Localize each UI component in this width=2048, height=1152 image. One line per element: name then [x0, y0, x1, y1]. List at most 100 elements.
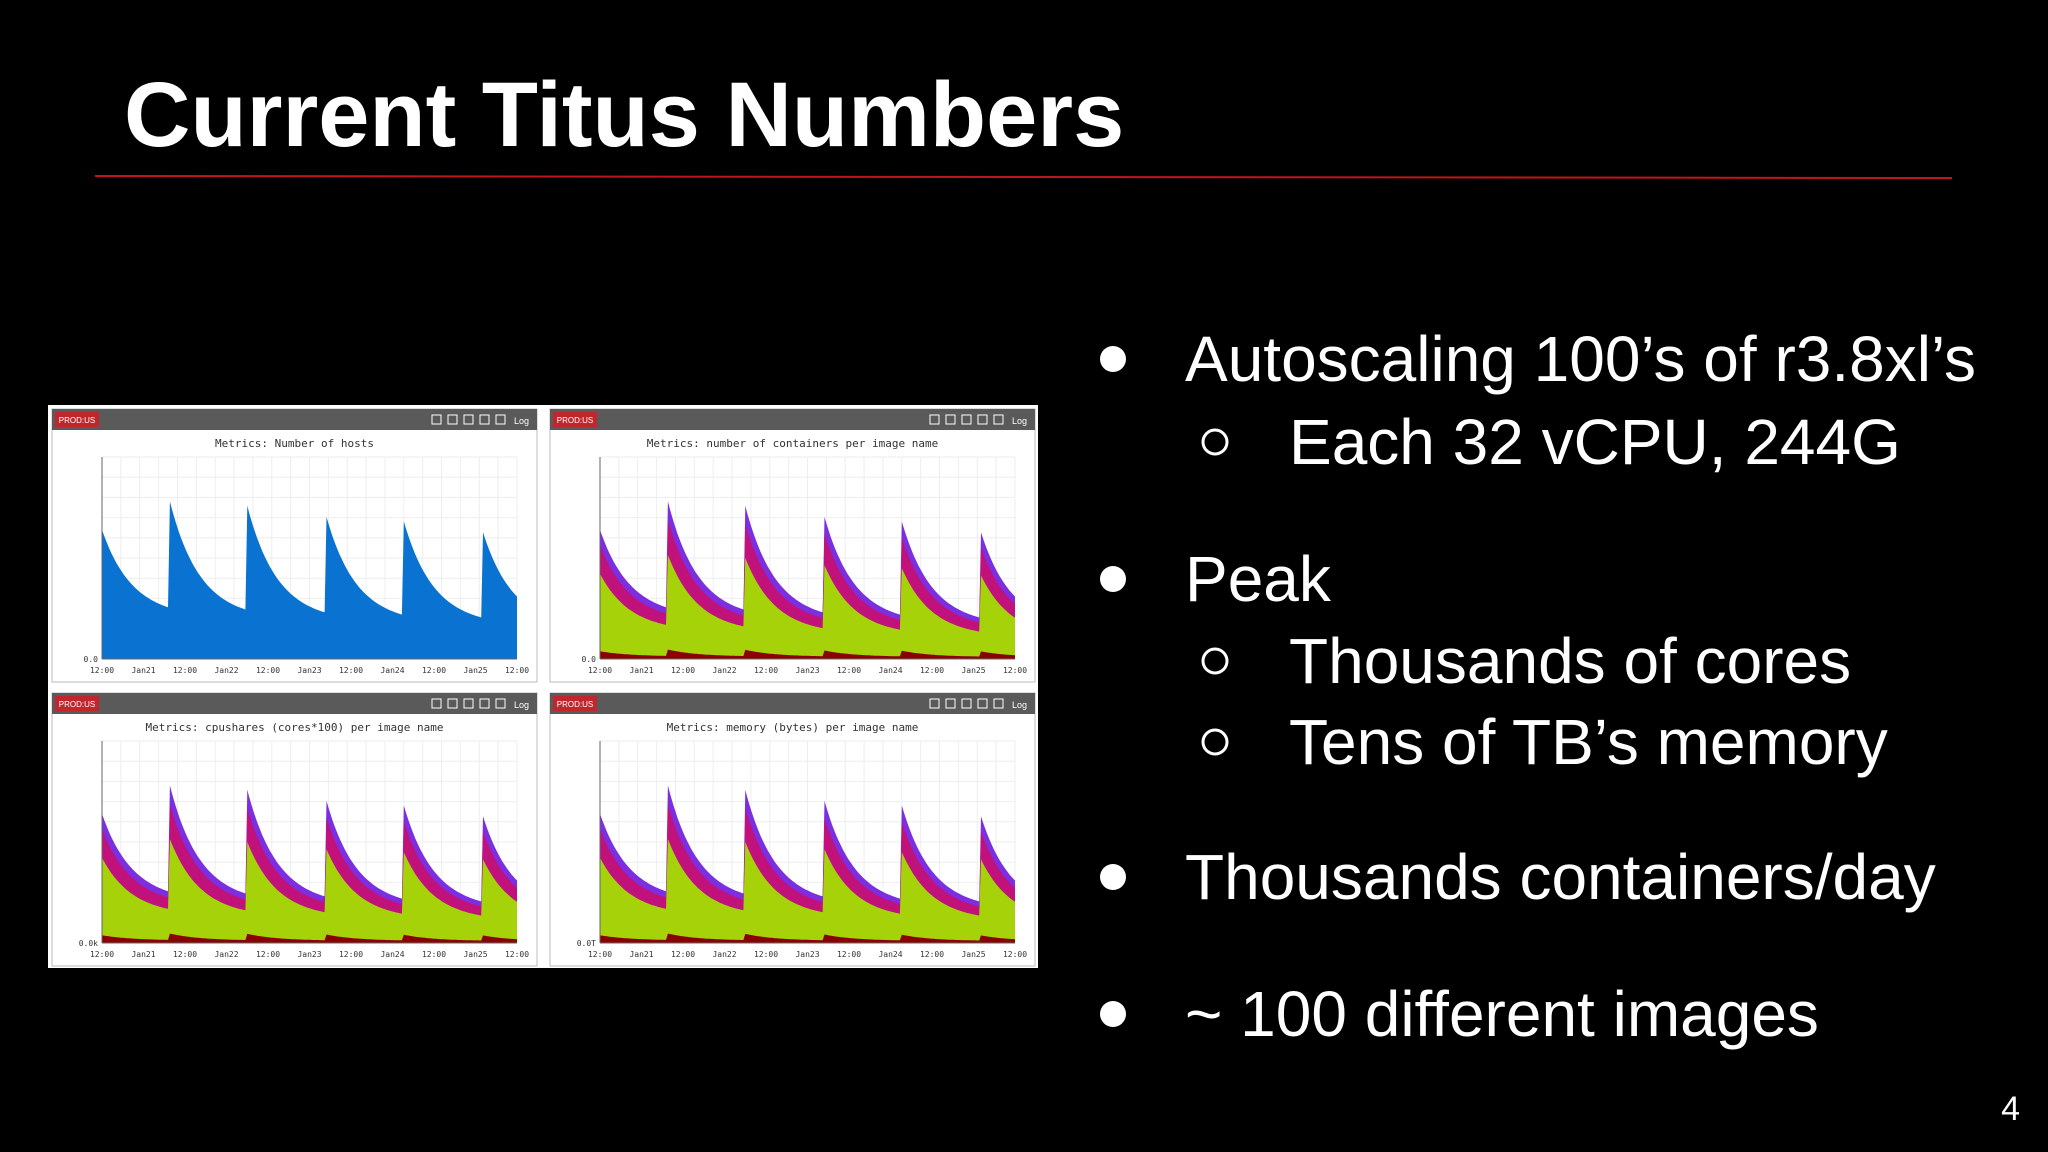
log-toggle: Log: [514, 416, 529, 426]
sub-bullet-text: Tens of TB’s memory: [1289, 706, 1888, 778]
badge-bg: [55, 412, 99, 427]
log-toggle: Log: [514, 700, 529, 710]
log-toggle: Log: [1012, 700, 1027, 710]
bullet-dot: [1100, 864, 1126, 890]
x-tick-label: Jan25: [961, 950, 985, 959]
x-tick-label: Jan22: [712, 666, 736, 675]
x-tick-label: 12:00: [671, 666, 695, 675]
header-icon: [993, 698, 1004, 709]
x-tick-label: Jan21: [131, 666, 155, 675]
header-icon: [431, 698, 442, 709]
header-icon: [945, 414, 956, 425]
x-tick-label: 12:00: [256, 950, 280, 959]
header-icon: [993, 414, 1004, 425]
header-icon: [447, 414, 458, 425]
area-decoration: [102, 839, 517, 943]
x-tick-label: 12:00: [588, 666, 612, 675]
x-tick-label: Jan25: [463, 950, 487, 959]
bullet-dot: [1100, 1001, 1126, 1027]
y-tick-label: 0.0: [84, 655, 99, 664]
x-tick-label: 12:00: [173, 950, 197, 959]
header-icon: [447, 698, 458, 709]
x-tick-label: 12:00: [505, 666, 529, 675]
x-tick-label: 12:00: [837, 666, 861, 675]
x-tick-label: 12:00: [422, 950, 446, 959]
x-tick-label: Jan24: [878, 950, 902, 959]
panel-header: [52, 409, 537, 430]
y-tick-label: 0.0: [582, 655, 597, 664]
x-tick-label: 12:00: [754, 666, 778, 675]
area-decoration: [600, 933, 1015, 943]
header-icon: [463, 414, 474, 425]
badge-bg: [553, 696, 597, 711]
x-tick-label: 12:00: [90, 666, 114, 675]
bullet-text: ~ 100 different images: [1185, 978, 1819, 1050]
x-tick-label: 12:00: [339, 950, 363, 959]
x-tick-label: 12:00: [339, 666, 363, 675]
x-tick-label: Jan21: [629, 950, 653, 959]
panel-header: [52, 693, 537, 714]
bullet-dot: [1100, 566, 1126, 592]
x-tick-label: Jan21: [131, 950, 155, 959]
header-icon: [495, 414, 506, 425]
sub-bullet-text: Thousands of cores: [1289, 625, 1851, 697]
header-icon: [945, 698, 956, 709]
panel-header: [550, 693, 1035, 714]
header-icon: [929, 698, 940, 709]
x-tick-label: Jan23: [297, 950, 321, 959]
sub-bullet-text: Each 32 vCPU, 244G: [1289, 406, 1901, 478]
header-icon: [463, 698, 474, 709]
metrics-panel: PROD:US Log Metrics: number of containers …: [549, 408, 1036, 683]
badge: PROD:US: [557, 416, 593, 425]
badge: PROD:US: [59, 416, 95, 425]
badge-bg: [553, 412, 597, 427]
x-tick-label: Jan21: [629, 666, 653, 675]
panel-title: Metrics: memory (bytes) per image name: [667, 721, 919, 734]
metrics-panel: PROD:US Log Metrics: memory (bytes) per im…: [549, 692, 1036, 967]
x-tick-label: 12:00: [588, 950, 612, 959]
x-tick-label: Jan22: [712, 950, 736, 959]
header-icon: [961, 698, 972, 709]
header-icon: [977, 698, 988, 709]
badge-bg: [55, 696, 99, 711]
panel-title: Metrics: cpushares (cores*100) per image…: [145, 721, 443, 734]
x-tick-label: Jan25: [463, 666, 487, 675]
x-tick-label: 12:00: [256, 666, 280, 675]
log-toggle: Log: [1012, 416, 1027, 426]
x-tick-label: 12:00: [754, 950, 778, 959]
x-tick-label: 12:00: [920, 666, 944, 675]
area-decoration: [600, 839, 1015, 943]
x-tick-label: Jan22: [214, 950, 238, 959]
x-tick-label: 12:00: [505, 950, 529, 959]
page-number: 4: [2001, 1090, 2020, 1128]
x-tick-label: Jan25: [961, 666, 985, 675]
sub-bullet-circle: [1201, 728, 1229, 756]
x-tick-label: Jan23: [297, 666, 321, 675]
bullet-text: Autoscaling 100’s of r3.8xl’s: [1185, 323, 1976, 395]
x-tick-label: Jan23: [795, 950, 819, 959]
sub-bullet-circle: [1201, 647, 1229, 675]
x-tick-label: 12:00: [173, 666, 197, 675]
x-tick-label: Jan24: [380, 666, 404, 675]
header-icon: [479, 698, 490, 709]
area-decoration: [600, 649, 1015, 659]
x-tick-label: Jan24: [878, 666, 902, 675]
area-decoration: [102, 933, 517, 943]
x-tick-label: Jan24: [380, 950, 404, 959]
sub-bullet-circle: [1201, 428, 1229, 456]
y-tick-label: 0.0T: [577, 939, 596, 948]
bullet-text: Thousands containers/day: [1185, 841, 1936, 913]
badge: PROD:US: [59, 700, 95, 709]
y-tick-label: 0.0k: [79, 939, 98, 948]
area-decoration: [600, 555, 1015, 659]
x-tick-label: 12:00: [422, 666, 446, 675]
badge: PROD:US: [557, 700, 593, 709]
x-tick-label: 12:00: [837, 950, 861, 959]
area-decoration: [102, 501, 517, 659]
header-icon: [977, 414, 988, 425]
metrics-panel: PROD:US Log Metrics: cpushares (cores*100)…: [51, 692, 538, 967]
x-tick-label: 12:00: [920, 950, 944, 959]
x-tick-label: 12:00: [1003, 950, 1027, 959]
x-tick-label: 12:00: [671, 950, 695, 959]
